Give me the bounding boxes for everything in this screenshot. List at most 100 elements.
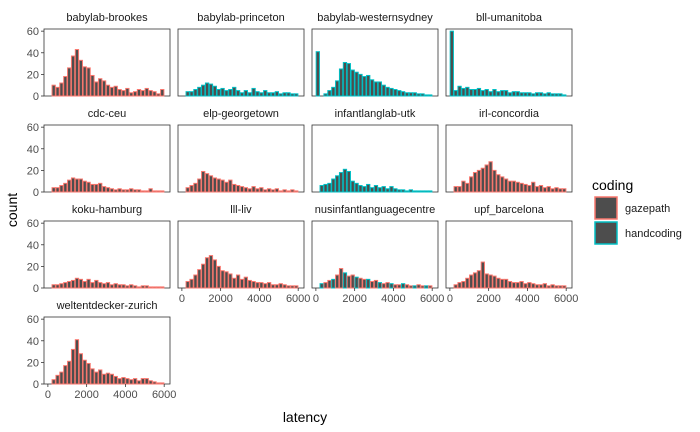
histogram-bar <box>338 268 344 289</box>
panel-title: bll-umanitoba <box>476 12 543 24</box>
histogram-bar <box>404 284 410 289</box>
histogram-bar <box>538 92 544 97</box>
histogram-bar <box>515 91 520 97</box>
histogram-bar <box>263 90 268 97</box>
histogram-bar <box>282 284 287 289</box>
histogram-bar <box>148 286 153 289</box>
x-tick-label: 4000 <box>515 293 539 305</box>
histogram-bar <box>270 189 276 193</box>
histogram-bar <box>350 69 355 97</box>
histogram-bar <box>247 279 252 289</box>
histogram-bars <box>185 82 299 97</box>
histogram-bar <box>74 277 80 289</box>
histogram-bar <box>144 190 149 193</box>
histogram-bar <box>255 188 260 193</box>
histogram-bar <box>148 188 153 193</box>
histogram-bar <box>140 190 146 193</box>
histogram-bar <box>542 283 548 289</box>
histogram-bar <box>51 187 56 193</box>
legend-title: coding <box>592 177 633 193</box>
histogram-bar <box>385 282 390 289</box>
histogram-bar <box>412 92 417 97</box>
histogram-bar <box>86 278 91 289</box>
histogram-bar <box>109 188 114 193</box>
histogram-bars <box>453 161 567 193</box>
histogram-bars <box>185 170 299 193</box>
x-tick-label: 2000 <box>208 293 232 305</box>
histogram-bar <box>212 259 217 289</box>
histogram-bar <box>132 285 138 289</box>
x-tick-label: 2000 <box>476 293 500 305</box>
histogram-bar <box>290 93 295 97</box>
histogram-bar <box>201 263 206 289</box>
histogram-bar <box>113 189 118 193</box>
histogram-bar <box>55 374 60 385</box>
panel-title: upf_barcelona <box>474 204 545 216</box>
histogram-bar <box>476 87 482 97</box>
histogram-bar <box>420 93 425 97</box>
histogram-bar <box>500 278 505 289</box>
histogram-bar <box>220 270 225 289</box>
histogram-bar <box>59 82 64 97</box>
histogram-bars <box>51 177 165 193</box>
histogram-bar <box>274 284 280 289</box>
histogram-bar <box>232 86 237 97</box>
histogram-bar <box>278 283 283 289</box>
histogram-bar <box>228 273 233 289</box>
x-tick-label: 0 <box>179 293 185 305</box>
panel-upf_barcelona: upf_barcelona 0 2000 4000 6000 <box>445 204 578 305</box>
histogram-bar <box>235 274 241 289</box>
histogram-bar <box>101 186 107 193</box>
panel-frame <box>311 124 439 193</box>
histogram-bar <box>397 284 402 289</box>
histogram-bar <box>90 183 95 193</box>
histogram-bar <box>424 94 429 97</box>
histogram-bar <box>239 186 245 193</box>
histogram-bar <box>400 91 406 97</box>
histogram-bar <box>125 189 130 193</box>
histogram-bar <box>193 274 198 289</box>
histogram-bar <box>189 91 194 97</box>
histogram-bar <box>101 80 107 97</box>
histogram-bar <box>82 180 87 193</box>
histogram-bar <box>55 86 60 97</box>
histogram-bar <box>523 92 528 97</box>
panel-title: elp-georgetown <box>203 108 279 120</box>
histogram-bar <box>208 255 214 289</box>
histogram-bar <box>480 167 485 193</box>
histogram-bar <box>449 30 454 97</box>
histogram-bar <box>266 92 272 97</box>
histogram-bar <box>259 282 264 289</box>
x-tick-label: 2000 <box>342 293 366 305</box>
histogram-bar <box>121 189 126 193</box>
panel-babylab-westernsydney: babylab-westernsydney <box>311 12 439 97</box>
histogram-bar <box>109 284 114 289</box>
histogram-bar <box>220 87 225 97</box>
histogram-bar <box>86 362 91 385</box>
histogram-bar <box>331 86 336 97</box>
histogram-bar <box>109 86 114 97</box>
y-tick-label: 20 <box>27 165 39 177</box>
panel-babylab-brookes: babylab-brookes 0 20 40 60 <box>27 12 171 103</box>
legend-label-gazepath: gazepath <box>625 203 670 215</box>
histogram-bar <box>484 273 489 289</box>
histogram-bar <box>59 283 64 289</box>
panel-title: koku-hamburg <box>72 204 142 216</box>
histogram-bar <box>156 190 161 193</box>
histogram-bar <box>511 91 516 97</box>
histogram-bar <box>117 89 122 97</box>
histogram-bar <box>346 275 351 289</box>
histogram-bar <box>136 380 142 385</box>
x-axis-label: latency <box>283 409 327 425</box>
histogram-bar <box>480 261 485 289</box>
panel-title: infantlanglab-utk <box>335 108 416 120</box>
histogram-bar <box>136 89 142 97</box>
histogram-bar <box>185 91 190 97</box>
histogram-bar <box>338 172 344 193</box>
y-tick-label: 40 <box>27 144 39 156</box>
histogram-bar <box>105 372 111 385</box>
histogram-bar <box>461 281 466 289</box>
panel-title: weltentdecker-zurich <box>56 300 158 312</box>
histogram-bar <box>519 182 524 193</box>
panel-frame <box>43 124 171 193</box>
